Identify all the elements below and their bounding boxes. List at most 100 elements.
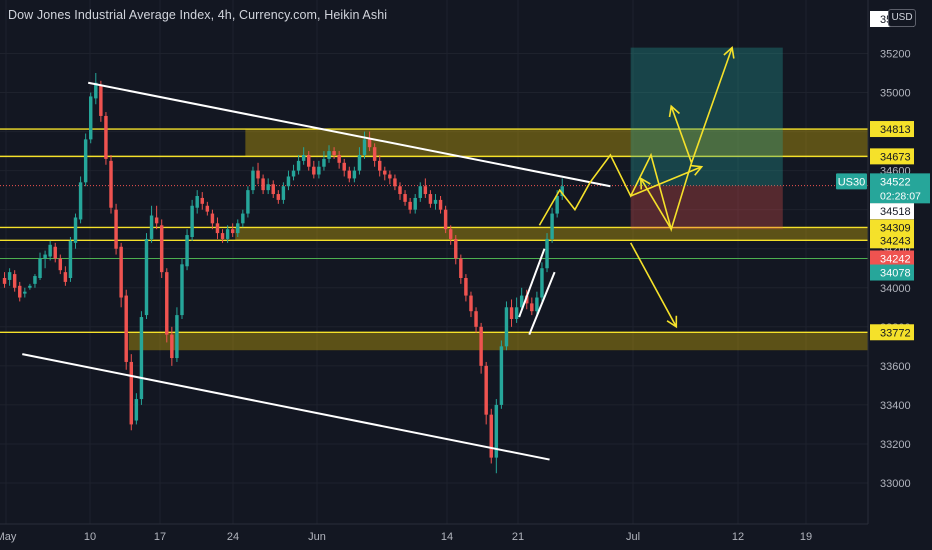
time-axis[interactable]: May 10 17 24 Jun 14 21 Jul 12 19 [0, 523, 868, 543]
candle-body [175, 315, 179, 359]
price-tag [870, 324, 914, 341]
candle-body [514, 307, 519, 319]
trendlines[interactable] [22, 81, 611, 461]
time-tick-label: 14 [441, 531, 453, 543]
zone-lower-support [128, 332, 868, 351]
candle-body [225, 229, 230, 239]
candle-body [261, 178, 265, 191]
position-target-zone[interactable] [630, 47, 783, 186]
candle-body [377, 160, 382, 171]
candle-body [251, 170, 255, 191]
projection-arrow[interactable] [630, 165, 702, 197]
candle-body [89, 96, 93, 140]
trendline[interactable] [518, 248, 546, 318]
candle-body [114, 209, 118, 249]
candle-body [327, 151, 331, 159]
time-tick-label: 21 [512, 531, 524, 543]
currency-button[interactable]: USD [888, 9, 916, 27]
candle-body [403, 194, 407, 202]
candle-body [68, 240, 73, 278]
candle-body [357, 155, 362, 171]
candle-body [63, 272, 68, 282]
candle-body [246, 190, 250, 214]
candle-body [129, 361, 134, 425]
zones [128, 129, 869, 351]
candle-body [322, 158, 326, 167]
trendline[interactable] [22, 353, 550, 461]
price-tag [870, 148, 914, 165]
candle-body [519, 295, 524, 308]
candle-body [555, 196, 559, 214]
candle-body [459, 258, 463, 278]
candle-body [99, 84, 103, 116]
candle-body [469, 295, 473, 312]
candle-body [530, 303, 534, 312]
candle-body [438, 199, 443, 210]
projection-arrow[interactable] [670, 105, 693, 164]
candle-body [180, 264, 184, 316]
projection-arrows[interactable] [538, 46, 735, 329]
projection-path[interactable] [538, 152, 693, 233]
candle-body [474, 311, 478, 327]
candle-body [7, 272, 12, 280]
price-tick-label: 33200 [880, 439, 911, 451]
horizontal-levels [0, 128, 868, 333]
candle-body [23, 291, 27, 294]
candle-body [418, 186, 422, 198]
projection-arrow[interactable] [629, 242, 678, 328]
candle-body [413, 197, 417, 210]
arrow-head [723, 46, 735, 59]
candle-body [109, 160, 113, 208]
candle-body [154, 217, 159, 224]
candle-body [398, 186, 402, 195]
candle-body [28, 285, 32, 288]
candle-body [423, 186, 428, 195]
candle-body [78, 182, 83, 220]
trendline[interactable] [528, 271, 556, 335]
candle-body [38, 258, 42, 278]
candle-body [454, 238, 458, 259]
candle-body [185, 235, 189, 267]
position-stop-zone[interactable] [630, 185, 783, 230]
price-tick-label: 35200 [880, 48, 911, 60]
price-tag-label: 34309 [880, 222, 911, 234]
projection-arrow[interactable] [640, 178, 672, 230]
candle-body [195, 196, 199, 208]
candle-body [159, 225, 164, 273]
candle-body [94, 82, 98, 99]
candle-body [124, 295, 128, 362]
candle-body [347, 170, 352, 179]
candle-body [296, 160, 301, 171]
candle-body [48, 244, 52, 257]
candle-body [241, 213, 245, 224]
price-tag-label: 34813 [880, 124, 911, 136]
candle-body [509, 307, 514, 319]
price-tag [870, 203, 914, 220]
arrow-head [668, 104, 680, 118]
candle-body [372, 147, 377, 161]
candle-body [2, 278, 7, 284]
candle-body [352, 170, 357, 179]
candle-body [428, 194, 433, 204]
candle-body [479, 326, 483, 366]
long-position-box[interactable] [630, 47, 783, 230]
candle-body [230, 229, 235, 234]
candle-body [144, 238, 149, 316]
trendline[interactable] [87, 81, 611, 188]
candle-body [525, 295, 529, 304]
price-tag [870, 232, 914, 249]
candle-body [337, 155, 341, 163]
candle-body [393, 178, 397, 187]
price-tag-label: 33772 [880, 327, 911, 339]
candle-body [464, 278, 468, 296]
candle-body [205, 205, 210, 212]
time-tick-label: 24 [227, 531, 239, 543]
projection-arrow[interactable] [690, 47, 733, 164]
time-tick-label: 12 [732, 531, 744, 543]
candle-body [504, 307, 509, 347]
candle-body [388, 174, 392, 179]
candle-body [276, 194, 281, 200]
candle-body [220, 233, 225, 239]
candle-body [43, 254, 47, 259]
